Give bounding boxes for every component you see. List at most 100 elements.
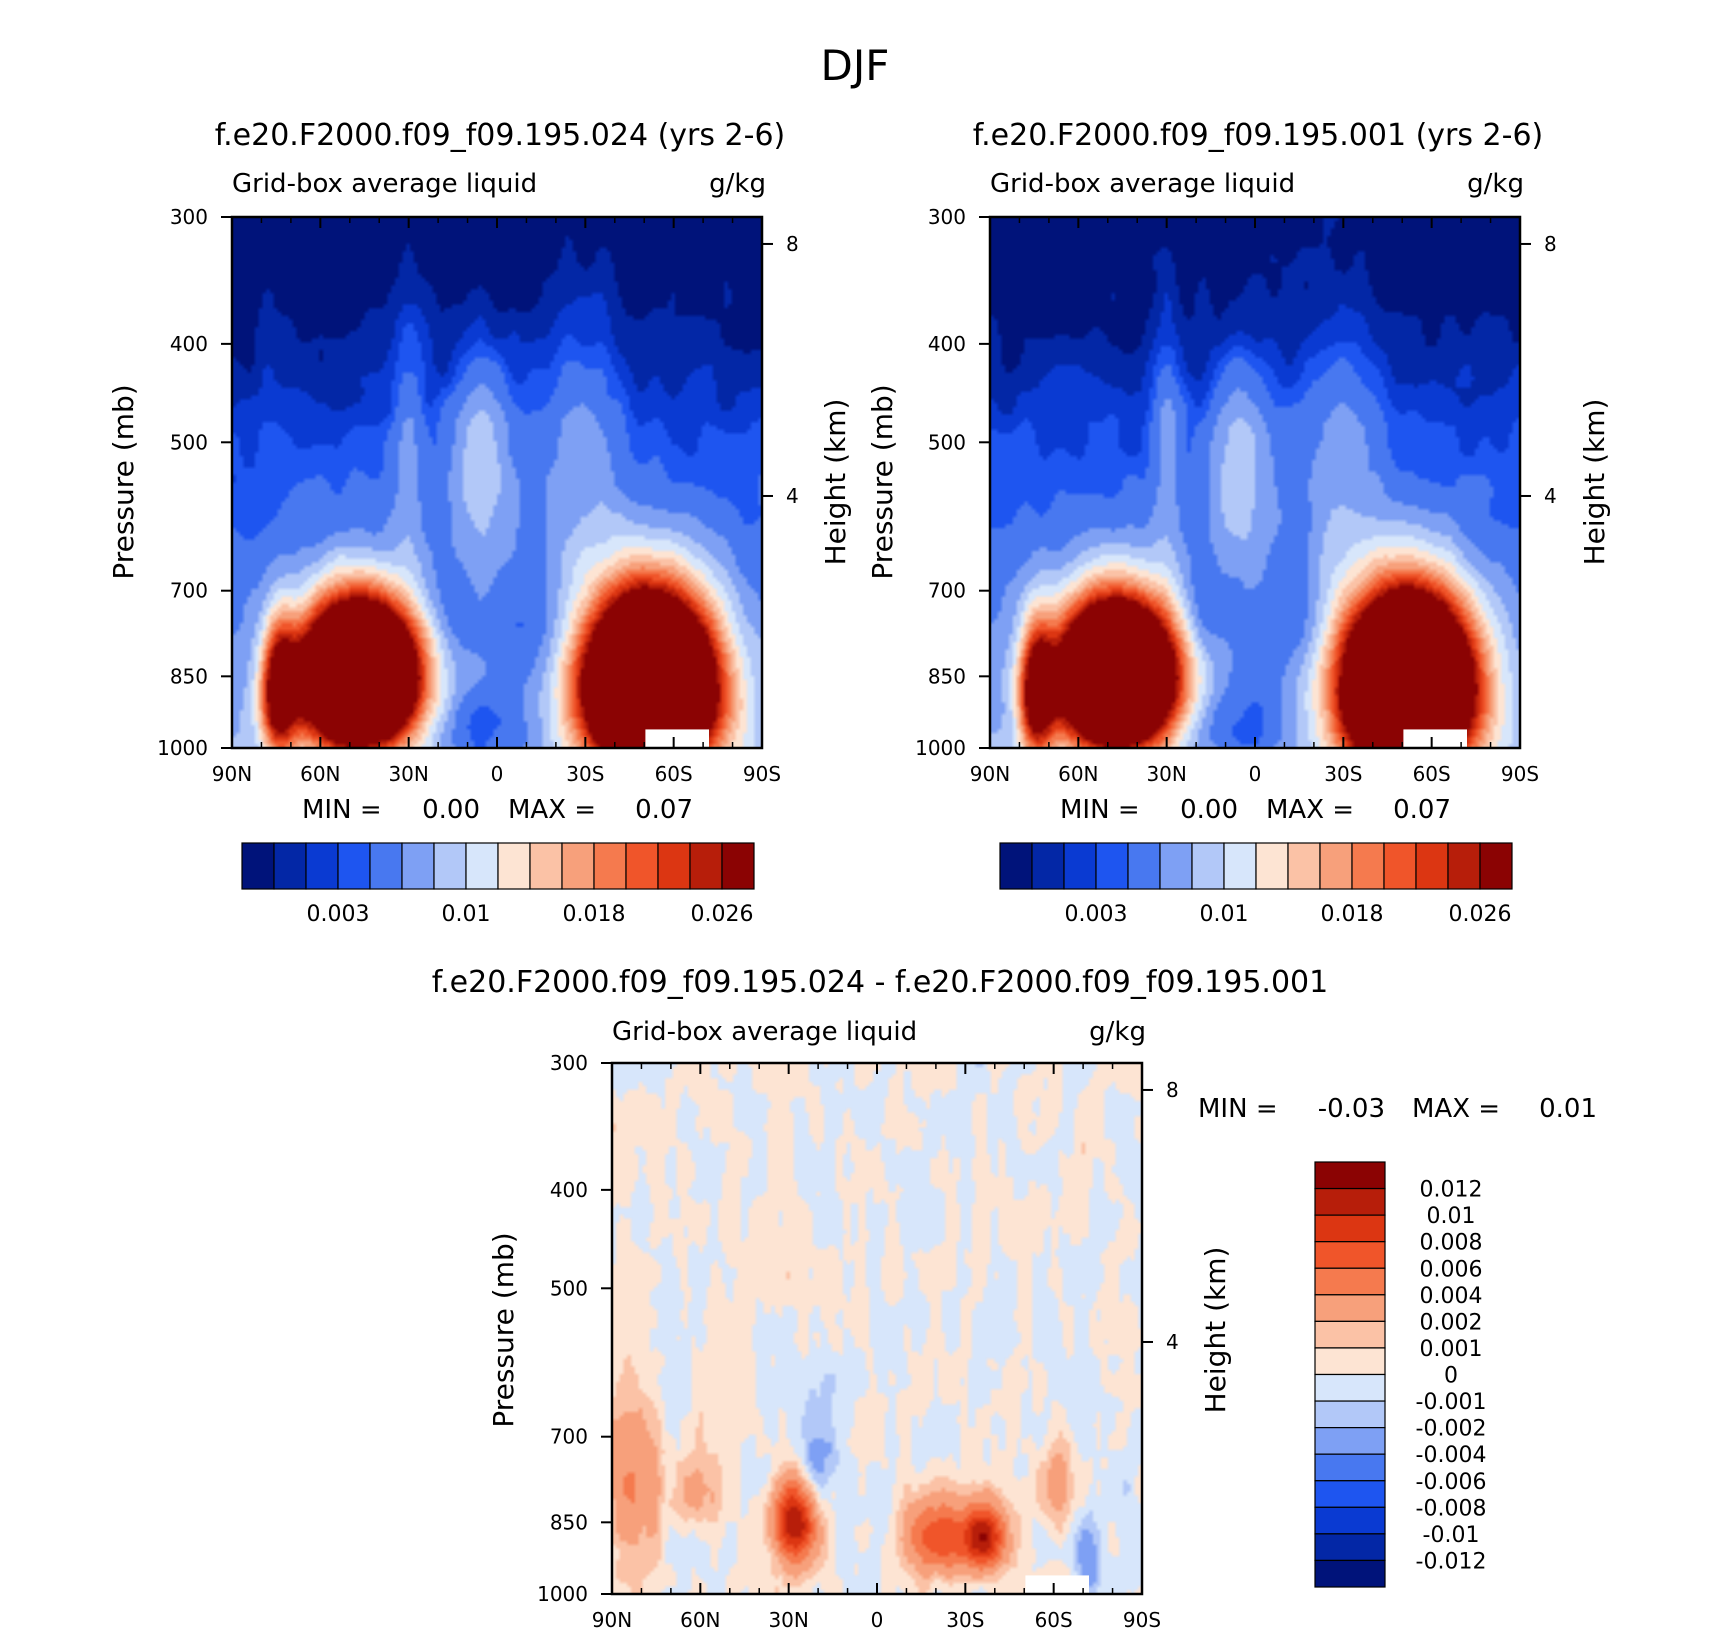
panel-title: f.e20.F2000.f09_f09.195.001 (yrs 2-6) bbox=[973, 118, 1543, 153]
contour-fill bbox=[990, 217, 1520, 748]
contour-plot-area: 90N 60N 30N 0 30S 60S 90S 300 400 500 700 850 1000 4 8 bbox=[537, 1051, 1179, 1632]
min-label: MIN = bbox=[1060, 795, 1140, 825]
colorbar: 0.003 0.01 0.018 0.026 bbox=[241, 842, 755, 927]
panel-subtitle-right: g/kg bbox=[1467, 169, 1524, 199]
x-tick-label: 60S bbox=[655, 762, 693, 786]
x-tick-label: 60S bbox=[1035, 1608, 1073, 1632]
x-tick-label: 90S bbox=[1501, 762, 1539, 786]
missing-data-mask bbox=[645, 729, 709, 748]
y-tick-label: 300 bbox=[928, 205, 966, 229]
colorbar-label: -0.01 bbox=[1423, 1523, 1480, 1548]
colorbar-box bbox=[1314, 1214, 1386, 1243]
colorbar-box bbox=[337, 842, 371, 890]
colorbar-label: 0 bbox=[1444, 1364, 1458, 1389]
max-value: 0.01 bbox=[1539, 1094, 1597, 1124]
colorbar-label: 0.012 bbox=[1420, 1178, 1483, 1203]
panel-title: f.e20.F2000.f09_f09.195.024 - f.e20.F200… bbox=[432, 965, 1328, 1000]
colorbar-box bbox=[1314, 1347, 1386, 1376]
ylabel: Pressure (mb) bbox=[107, 384, 140, 579]
colorbar-box bbox=[561, 842, 595, 890]
x-tick-label: 30N bbox=[388, 762, 428, 786]
contour-fill bbox=[232, 217, 762, 748]
max-label: MAX = bbox=[1412, 1094, 1500, 1124]
x-tick-label: 90N bbox=[212, 762, 252, 786]
colorbar-box bbox=[1314, 1294, 1386, 1322]
ylabel: Pressure (mb) bbox=[487, 1232, 520, 1427]
x-tick-label: 0 bbox=[491, 762, 504, 786]
colorbar-box bbox=[273, 842, 307, 890]
panel-subtitle-left: Grid-box average liquid bbox=[990, 169, 1295, 199]
colorbar-box bbox=[497, 842, 531, 890]
colorbar-box bbox=[1031, 842, 1065, 890]
colorbar-box bbox=[593, 842, 627, 890]
x-tick-label: 90S bbox=[1123, 1608, 1161, 1632]
max-value: 0.07 bbox=[1393, 795, 1451, 825]
colorbar-label: 0.018 bbox=[563, 902, 626, 927]
y-tick-label: 850 bbox=[928, 664, 966, 688]
colorbar-box bbox=[1383, 842, 1417, 890]
x-tick-label: 0 bbox=[871, 1608, 884, 1632]
colorbar-box bbox=[1314, 1400, 1386, 1429]
missing-data-mask bbox=[1025, 1575, 1089, 1594]
colorbar-box bbox=[1287, 842, 1321, 890]
x-tick-label: 30S bbox=[946, 1608, 984, 1632]
colorbar-box bbox=[1095, 842, 1129, 890]
colorbar: 0.0120.010.0080.0060.0040.0020.0010-0.00… bbox=[1314, 1161, 1487, 1588]
x-tick-label: 60N bbox=[300, 762, 340, 786]
colorbar-box bbox=[1351, 842, 1385, 890]
colorbar-box bbox=[1314, 1320, 1386, 1349]
panel-subtitle-right: g/kg bbox=[709, 169, 766, 199]
colorbar-box bbox=[305, 842, 339, 890]
colorbar-label: 0.008 bbox=[1420, 1231, 1483, 1256]
colorbar-label: 0.026 bbox=[1449, 902, 1512, 927]
colorbar-box bbox=[1314, 1373, 1386, 1402]
colorbar-box bbox=[1415, 842, 1449, 890]
y-tick-label: 500 bbox=[170, 430, 208, 454]
y-tick-label: 500 bbox=[550, 1276, 588, 1300]
colorbar-label: -0.004 bbox=[1416, 1443, 1487, 1468]
colorbar-box bbox=[529, 842, 563, 890]
colorbar-box bbox=[1191, 842, 1225, 890]
colorbar-box bbox=[369, 842, 403, 890]
colorbar-box bbox=[625, 842, 659, 890]
colorbar-box bbox=[1314, 1559, 1386, 1588]
colorbar-label: -0.008 bbox=[1416, 1496, 1487, 1521]
y-tick-label: 700 bbox=[928, 579, 966, 603]
colorbar-box bbox=[1314, 1533, 1386, 1562]
x-tick-label: 30S bbox=[1324, 762, 1362, 786]
colorbar-label: 0.006 bbox=[1420, 1257, 1483, 1282]
contour-fill bbox=[612, 1063, 1142, 1594]
colorbar-label: -0.006 bbox=[1416, 1470, 1487, 1495]
colorbar-box bbox=[1255, 842, 1289, 890]
y-tick-label: 300 bbox=[550, 1051, 588, 1075]
colorbar-box bbox=[657, 842, 691, 890]
colorbar-box bbox=[1319, 842, 1353, 890]
panel-run-024: f.e20.F2000.f09_f09.195.024 (yrs 2-6) Gr… bbox=[107, 118, 852, 927]
colorbar-box bbox=[1479, 842, 1513, 890]
x-tick-label: 60N bbox=[680, 1608, 720, 1632]
colorbar-label: -0.001 bbox=[1416, 1390, 1487, 1415]
colorbar-label: 0.003 bbox=[1065, 902, 1128, 927]
x-tick-label: 30N bbox=[1146, 762, 1186, 786]
figure-title: DJF bbox=[821, 41, 890, 90]
y-tick-label: 400 bbox=[550, 1178, 588, 1202]
colorbar-label: 0.01 bbox=[442, 902, 491, 927]
colorbar-box bbox=[1314, 1161, 1386, 1190]
colorbar-box bbox=[1314, 1453, 1386, 1482]
y-tick-label: 850 bbox=[170, 664, 208, 688]
colorbar-box bbox=[1223, 842, 1257, 890]
colorbar-box bbox=[1159, 842, 1193, 890]
colorbar-box bbox=[241, 842, 275, 890]
height-tick-label: 8 bbox=[786, 232, 799, 256]
colorbar-box bbox=[401, 842, 435, 890]
panel-subtitle-left: Grid-box average liquid bbox=[612, 1017, 917, 1047]
ylabel-right: Height (km) bbox=[1578, 399, 1611, 566]
colorbar-box bbox=[1127, 842, 1161, 890]
colorbar-label: 0.01 bbox=[1200, 902, 1249, 927]
colorbar-box bbox=[1314, 1187, 1386, 1216]
height-tick-label: 4 bbox=[786, 484, 799, 508]
ylabel-right: Height (km) bbox=[819, 399, 852, 566]
colorbar: 0.003 0.01 0.018 0.026 bbox=[999, 842, 1513, 927]
height-tick-label: 8 bbox=[1544, 232, 1557, 256]
